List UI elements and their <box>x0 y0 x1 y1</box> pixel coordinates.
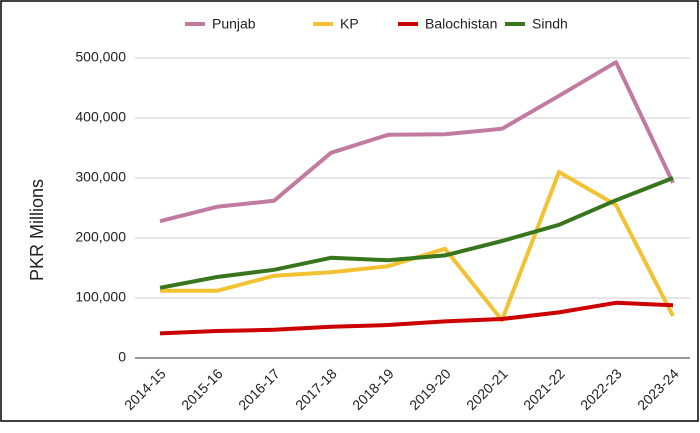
y-tick-label: 500,000 <box>75 49 126 65</box>
legend-label: KP <box>340 16 359 32</box>
legend-label: Punjab <box>212 16 256 32</box>
y-axis-label: PKR Millions <box>27 179 47 281</box>
y-tick-label: 400,000 <box>75 109 126 125</box>
legend-label: Balochistan <box>425 16 497 32</box>
legend-label: Sindh <box>532 16 568 32</box>
series-line <box>159 176 674 290</box>
series-line <box>159 300 674 336</box>
y-tick-label: 0 <box>118 349 126 365</box>
series-line <box>159 60 675 224</box>
frame <box>0 0 699 422</box>
y-tick-label: 300,000 <box>75 169 126 185</box>
y-tick-label: 100,000 <box>75 289 126 305</box>
y-tick-label: 200,000 <box>75 229 126 245</box>
